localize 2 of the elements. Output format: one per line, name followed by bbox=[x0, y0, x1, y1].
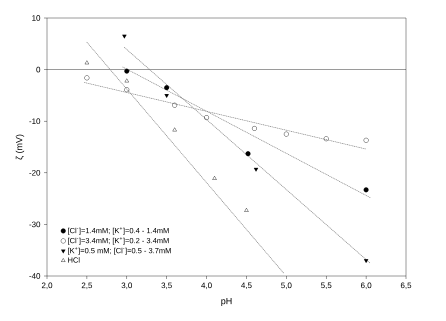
y-axis-title: ζ (mV) bbox=[16, 134, 24, 160]
x-axis-title: pH bbox=[221, 298, 232, 306]
